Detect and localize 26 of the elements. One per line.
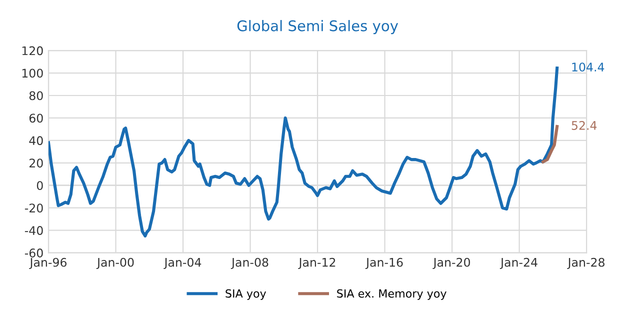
line-series (542, 124, 559, 164)
y-tick-label: 40 (29, 136, 43, 146)
legend-label: SIA yoy (226, 289, 266, 300)
y-tick-label: 120 (22, 46, 43, 56)
x-tick-label: Jan-12 (298, 258, 336, 269)
y-tick-label: 60 (29, 114, 43, 123)
y-tick-label: -60 (24, 248, 43, 258)
annotation: 104.4 (572, 62, 604, 72)
y-tick-label: -20 (24, 204, 43, 213)
y-tick-label: 80 (29, 91, 43, 100)
line-series (48, 66, 559, 238)
x-tick-label: Jan-24 (500, 258, 538, 269)
x-tick-label: Jan-96 (29, 258, 67, 269)
x-tick-label: Jan-16 (365, 258, 403, 269)
annotation: 52.4 (572, 121, 597, 130)
y-tick-label: 100 (22, 68, 43, 78)
y-tick-label: 0 (36, 181, 43, 190)
x-tick-label: Jan-04 (164, 258, 202, 269)
y-tick-label: -40 (24, 226, 43, 235)
legend-label: SIA ex. Memory yoy (337, 289, 446, 300)
x-tick-label: Jan-08 (230, 258, 268, 269)
chart-title: Global Semi Sales yoy (237, 20, 398, 34)
x-tick-label: Jan-28 (567, 258, 604, 269)
x-tick-label: Jan-20 (432, 258, 470, 269)
y-tick-label: 20 (29, 158, 43, 168)
x-tick-label: Jan-00 (96, 258, 134, 269)
